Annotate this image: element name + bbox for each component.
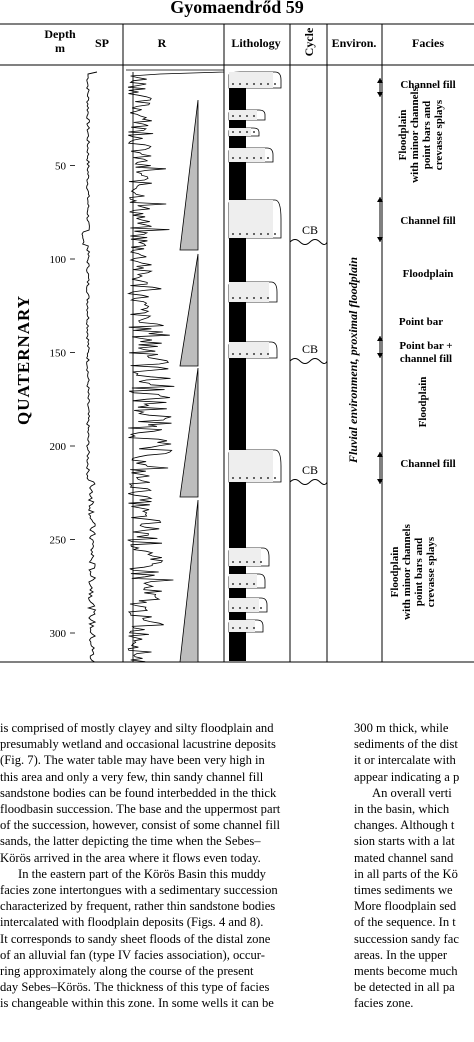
facies-floodplain-4-l3: point bars and	[413, 538, 425, 606]
cycle-boundary-line	[289, 479, 328, 485]
fining-upward-triangle	[179, 367, 199, 498]
depth-tick-label: 300	[50, 628, 67, 640]
cycle-boundary-label: CB	[302, 463, 318, 477]
sp-log-curve	[81, 71, 98, 663]
facies-point-bar-channel-2: channel fill	[400, 353, 452, 365]
facies-floodplain-3: Floodplain	[417, 377, 429, 428]
facies-floodplain-1-l2: with minor channels	[409, 86, 421, 182]
lithology-sand-body	[228, 281, 278, 303]
facies-channel-fill-3: Channel fill	[400, 458, 455, 470]
facies-floodplain-4-l1: Floodplain	[389, 547, 401, 598]
figure-title: Gyomaendrőd 59	[170, 0, 304, 17]
depth-tick-label: 200	[50, 441, 67, 453]
fining-upward-triangle	[179, 499, 199, 663]
cycle-boundary-line	[289, 358, 328, 364]
lithology-sand-body	[228, 341, 278, 359]
header-lithology: Lithology	[231, 36, 280, 50]
environment-label: Fluvial environment, proximal floodplain	[346, 257, 360, 464]
left-paragraph-1: is comprised of mostly clayey and silty …	[0, 721, 281, 865]
lithology-sand-body	[228, 597, 268, 613]
lithology-sand-body	[228, 109, 266, 121]
facies-point-bar: Point bar	[399, 316, 443, 328]
fining-upward-triangle	[179, 253, 199, 367]
facies-floodplain-2: Floodplain	[403, 268, 454, 280]
depth-tick-label: 100	[50, 254, 67, 266]
facies-floodplain-4-l2: with minor channels	[401, 523, 413, 619]
depth-tick-label: 50	[55, 161, 67, 173]
facies-point-bar-channel-1: Point bar +	[399, 340, 452, 352]
body-text-left-column: is comprised of mostly clayey and silty …	[0, 720, 334, 1012]
left-paragraph-2: In the eastern part of the Körös Basin t…	[0, 866, 278, 1011]
facies-extent-arrow	[377, 336, 383, 358]
facies-floodplain-1-l3: point bars and	[421, 101, 433, 169]
lithology-sand-body	[228, 127, 260, 137]
lithology-sand-body	[228, 71, 282, 89]
header-environ: Environ.	[332, 36, 377, 50]
right-paragraph-1: 300 m thick, while sediments of the dist i…	[354, 721, 460, 784]
header-facies: Facies	[412, 36, 444, 50]
header-cycle: Cycle	[302, 27, 316, 56]
resistivity-log-curve	[126, 69, 224, 662]
facies-extent-arrow	[377, 452, 383, 484]
facies-channel-fill-1: Channel fill	[400, 79, 455, 91]
header-sp: SP	[95, 36, 109, 50]
body-text-right-column: 300 m thick, while sediments of the dist i…	[354, 720, 474, 1012]
facies-floodplain-1-l1: Floodplain	[397, 110, 409, 161]
lithology-sand-body	[228, 573, 266, 589]
facies-extent-arrow	[377, 78, 383, 97]
header-depth-unit: m	[55, 41, 65, 55]
facies-channel-fill-2: Channel fill	[400, 215, 455, 227]
depth-tick-label: 150	[50, 348, 67, 360]
lithology-sand-body	[228, 547, 270, 567]
facies-floodplain-1-l4: crevasse splays	[433, 99, 445, 170]
facies-floodplain-4-l4: crevasse splays	[425, 536, 437, 607]
right-paragraph-2: An overall verti in the basin, which chang…	[354, 785, 459, 1011]
cycle-boundary-line	[289, 239, 328, 245]
cycle-boundary-label: CB	[302, 342, 318, 356]
period-label: QUATERNARY	[14, 295, 33, 425]
cycle-boundary-label: CB	[302, 223, 318, 237]
lithology-sand-body	[228, 619, 264, 633]
lithology-sand-body	[228, 199, 282, 239]
header-r: R	[158, 36, 167, 50]
lithology-sand-body	[228, 147, 274, 163]
lithology-sand-body	[228, 449, 282, 483]
fining-upward-triangle	[179, 99, 199, 251]
header-depth: Depth	[44, 27, 76, 41]
facies-extent-arrow	[377, 197, 383, 242]
depth-tick-label: 250	[50, 535, 67, 547]
well-log-figure: Gyomaendrőd 59 Depth m SP R Lithology Cy…	[0, 0, 474, 663]
